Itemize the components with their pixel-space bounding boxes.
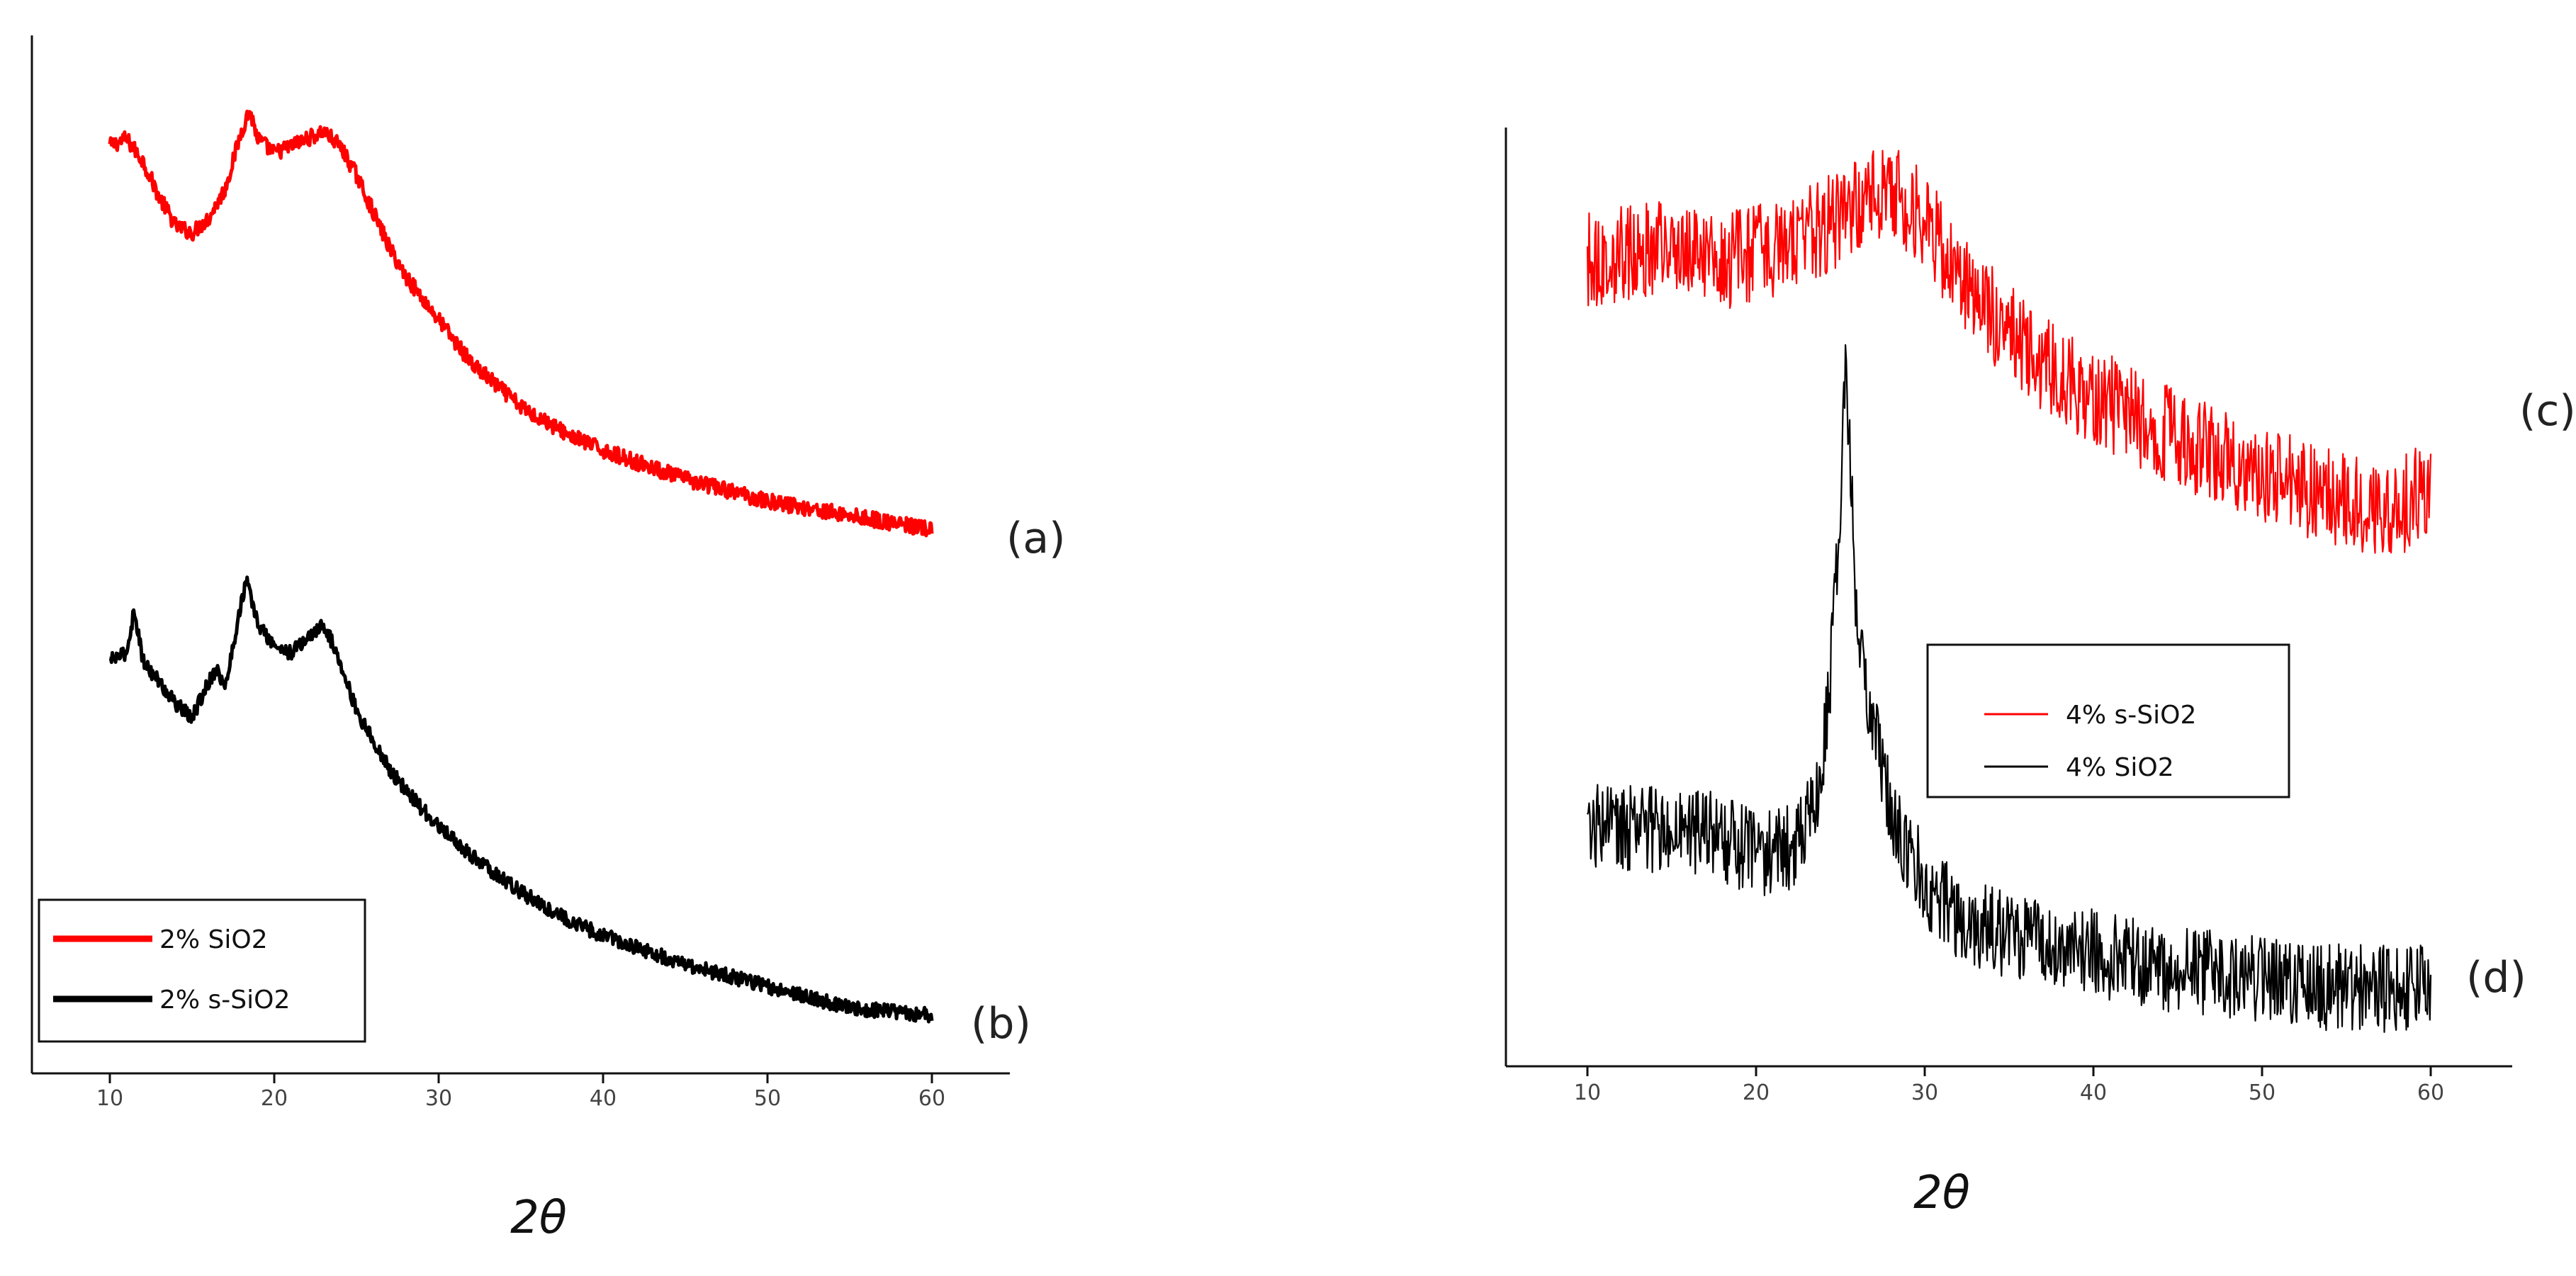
curve-label: (a) bbox=[1006, 514, 1066, 563]
curve-label: (d) bbox=[2466, 953, 2526, 1003]
x-tick-label: 10 bbox=[96, 1086, 123, 1111]
legend-label: 2% s-SiO2 bbox=[159, 986, 290, 1015]
series-line-2-s-sio2 bbox=[108, 575, 934, 1024]
x-tick-label: 40 bbox=[2080, 1080, 2107, 1105]
x-tick-label: 50 bbox=[2249, 1080, 2276, 1105]
legend-label: 4% s-SiO2 bbox=[2066, 701, 2196, 730]
legend-label: 2% SiO2 bbox=[159, 925, 268, 954]
x-tick-label: 50 bbox=[754, 1086, 781, 1111]
series-line-4-s-sio2 bbox=[1586, 149, 2432, 554]
series-line-2-sio2 bbox=[108, 109, 934, 538]
x-axis-title: 2θ bbox=[1913, 1167, 1970, 1219]
curve-label: (c) bbox=[2519, 386, 2576, 436]
legend-label: 4% SiO2 bbox=[2066, 753, 2174, 782]
x-tick-label: 60 bbox=[2417, 1080, 2444, 1105]
series-line-4-sio2 bbox=[1586, 344, 2432, 1033]
x-axis-title: 2θ bbox=[510, 1192, 567, 1244]
x-tick-label: 20 bbox=[261, 1086, 288, 1111]
x-tick-label: 30 bbox=[1911, 1080, 1938, 1105]
legend-box bbox=[1926, 643, 2290, 798]
x-tick-label: 60 bbox=[918, 1086, 945, 1111]
x-tick-label: 40 bbox=[590, 1086, 617, 1111]
x-tick-label: 20 bbox=[1743, 1080, 1770, 1105]
x-tick-label: 10 bbox=[1574, 1080, 1601, 1105]
x-tick-label: 30 bbox=[425, 1086, 452, 1111]
curve-label: (b) bbox=[971, 999, 1031, 1049]
legend-box bbox=[38, 898, 366, 1043]
